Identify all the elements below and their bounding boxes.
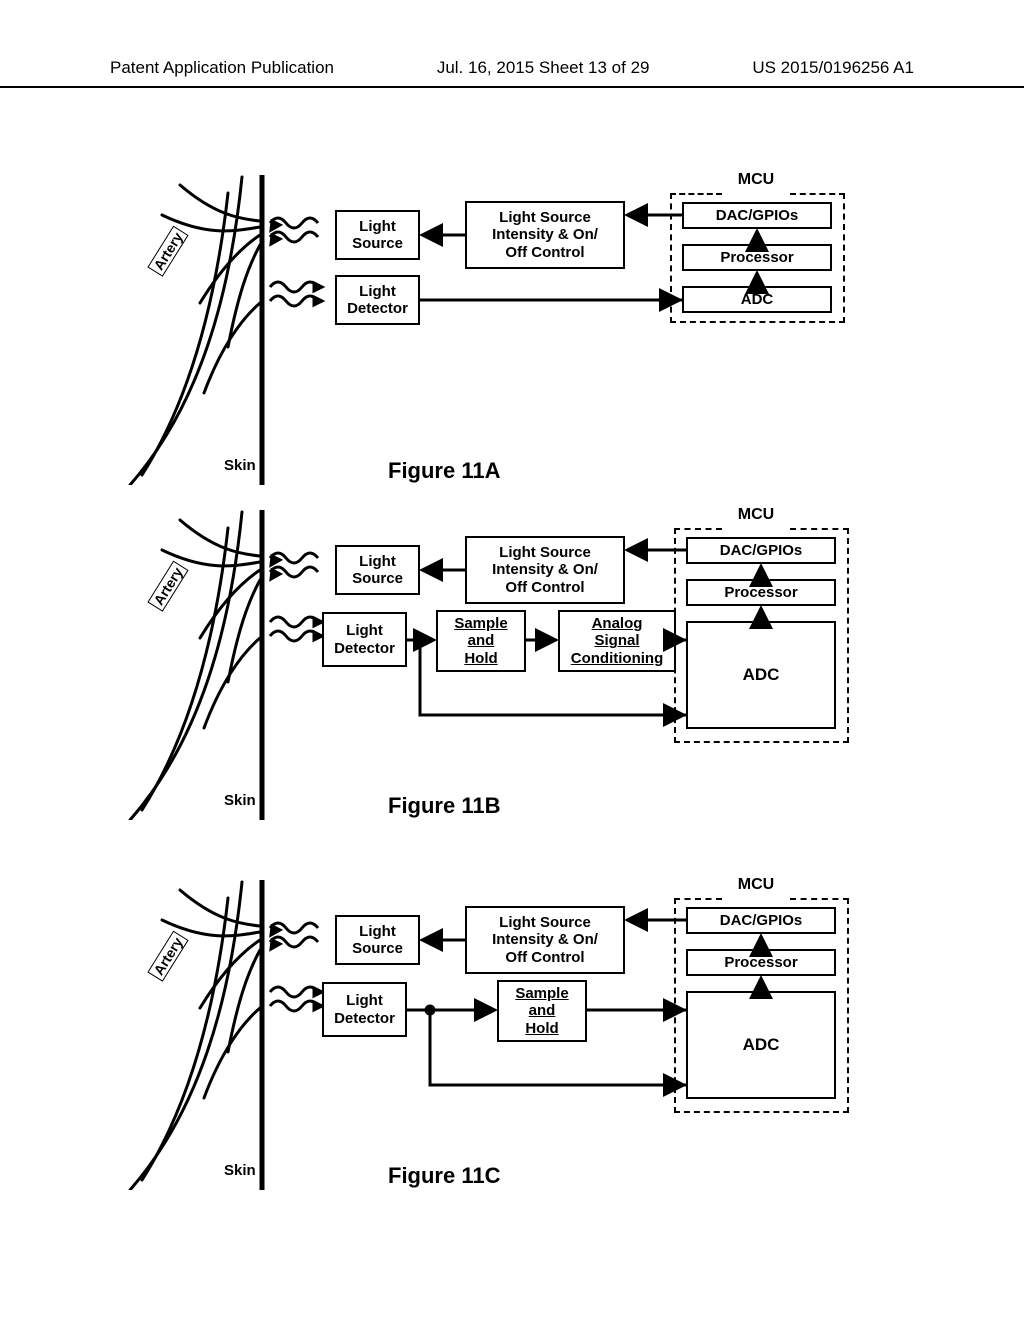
cc1: Light Source [499,914,591,931]
dacb: DAC/GPIOs [720,542,803,559]
intensity-control-box-b: Light Source Intensity & On/ Off Control [465,536,625,604]
skin-label-a: Skin [224,457,256,474]
intensity-control-box-a: Light Source Intensity & On/ Off Control [465,201,625,269]
dac-box-a: DAC/GPIOs [682,202,832,229]
shc2: and [529,1002,556,1019]
control-line3: Off Control [505,244,584,261]
procb: Processor [724,584,797,601]
procc: Processor [724,954,797,971]
c2: Intensity & On/ [492,561,598,578]
light-detector-box-b: Light Detector [322,612,407,667]
processor-box-b: Processor [686,579,836,606]
header-center: Jul. 16, 2015 Sheet 13 of 29 [437,58,650,80]
adc-box-a: ADC [682,286,832,313]
light-detector-line1: Light [359,283,396,300]
analog-cond-box-b: Analog Signal Conditioning [558,610,676,672]
tissue-drawing-b [120,510,330,820]
skin-label-c: Skin [224,1162,256,1179]
mcu-top-left-b [674,528,722,530]
header-left: Patent Application Publication [110,58,334,80]
ls1: Light [359,553,396,570]
dacc: DAC/GPIOs [720,912,803,929]
light-detector-box-c: Light Detector [322,982,407,1037]
processor-box-c: Processor [686,949,836,976]
ac1: Analog [592,615,643,632]
mcu-top-right-b [790,528,849,530]
light-source-box-c: Light Source [335,915,420,965]
header-right: US 2015/0196256 A1 [752,58,914,80]
ldc1: Light [346,992,383,1009]
intensity-control-box-c: Light Source Intensity & On/ Off Control [465,906,625,974]
page-header: Patent Application Publication Jul. 16, … [0,58,1024,88]
figure-11a: Artery Skin Light Source Light Detector … [0,175,1024,495]
figure-11b: Artery Skin Light Source Light Detector … [0,510,1024,860]
figure-caption-b: Figure 11B [388,793,500,819]
sh3: Hold [464,650,497,667]
ld1: Light [346,622,383,639]
mcu-title-c: MCU [726,876,786,894]
sh2: and [468,632,495,649]
ld2: Detector [334,640,395,657]
light-source-box-a: Light Source [335,210,420,260]
mcu-top-left-a [670,193,722,195]
light-source-box-b: Light Source [335,545,420,595]
adc-box-c: ADC [686,991,836,1099]
sample-hold-box-b: Sample and Hold [436,610,526,672]
mcu-top-left-c [674,898,722,900]
cc2: Intensity & On/ [492,931,598,948]
ac3: Conditioning [571,650,663,667]
light-detector-line2: Detector [347,300,408,317]
light-source-line1: Light [359,218,396,235]
control-line2: Intensity & On/ [492,226,598,243]
shc1: Sample [515,985,568,1002]
mcu-top-right-c [790,898,849,900]
tissue-drawing-c [120,880,330,1190]
figure-caption-c: Figure 11C [388,1163,500,1189]
cc3: Off Control [505,949,584,966]
ldc2: Detector [334,1010,395,1027]
mcu-title-b: MCU [726,506,786,524]
adcc: ADC [743,1035,780,1055]
sample-hold-box-c: Sample and Hold [497,980,587,1042]
dac-box-c: DAC/GPIOs [686,907,836,934]
skin-label-b: Skin [224,792,256,809]
light-source-line2: Source [352,235,403,252]
dac-label: DAC/GPIOs [716,207,799,224]
mcu-title-a: MCU [726,171,786,189]
lsc2: Source [352,940,403,957]
processor-box-a: Processor [682,244,832,271]
figure-caption-a: Figure 11A [388,458,500,484]
adcb: ADC [743,665,780,685]
mcu-top-right-a [790,193,845,195]
c3: Off Control [505,579,584,596]
tissue-drawing-a [120,175,330,485]
adc-box-b: ADC [686,621,836,729]
sh1: Sample [454,615,507,632]
lsc1: Light [359,923,396,940]
page: Patent Application Publication Jul. 16, … [0,0,1024,1320]
figure-11c: Artery Skin Light Source Light Detector … [0,880,1024,1230]
c1: Light Source [499,544,591,561]
ls2: Source [352,570,403,587]
light-detector-box-a: Light Detector [335,275,420,325]
adc-label: ADC [741,291,774,308]
processor-label: Processor [720,249,793,266]
control-line1: Light Source [499,209,591,226]
dac-box-b: DAC/GPIOs [686,537,836,564]
shc3: Hold [525,1020,558,1037]
ac2: Signal [594,632,639,649]
